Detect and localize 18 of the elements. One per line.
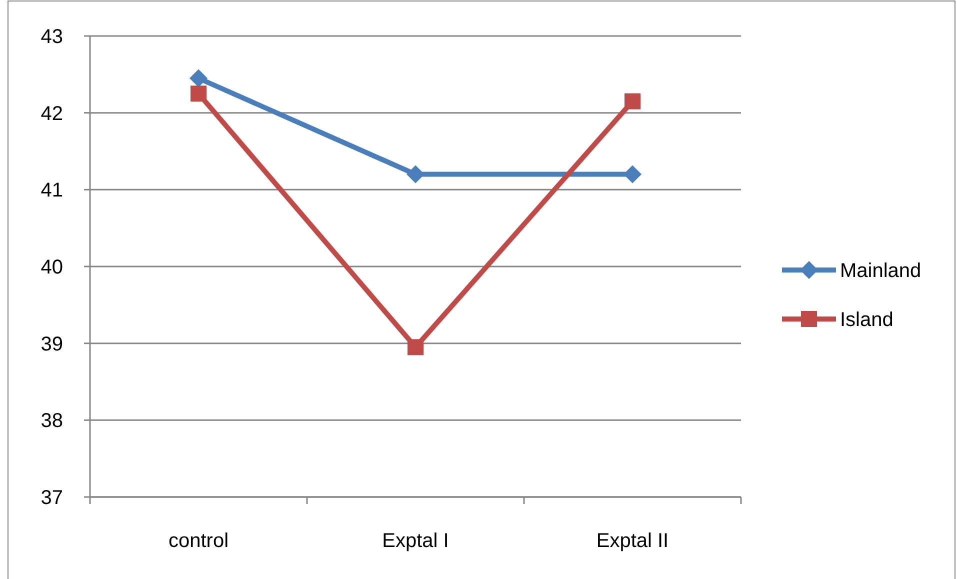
- x-tick-label: Exptal I: [382, 530, 449, 552]
- y-tick-label: 42: [40, 102, 63, 125]
- y-tick-label: 40: [40, 256, 63, 278]
- y-tick-label: 39: [40, 333, 63, 356]
- point: [190, 86, 206, 102]
- legend-label: Mainland: [840, 260, 922, 282]
- x-tick-label: control: [168, 530, 229, 552]
- legend-label: Island: [840, 309, 894, 331]
- point: [408, 339, 424, 356]
- point: [190, 69, 208, 88]
- point: [624, 165, 642, 184]
- y-tick-label: 43: [40, 26, 63, 48]
- x-tick-label: Exptal II: [596, 530, 669, 552]
- point: [406, 165, 424, 184]
- y-tick-label: 37: [40, 487, 63, 509]
- y-tick-label: 41: [40, 180, 63, 202]
- y-tick-label: 38: [40, 410, 63, 432]
- point: [624, 93, 640, 110]
